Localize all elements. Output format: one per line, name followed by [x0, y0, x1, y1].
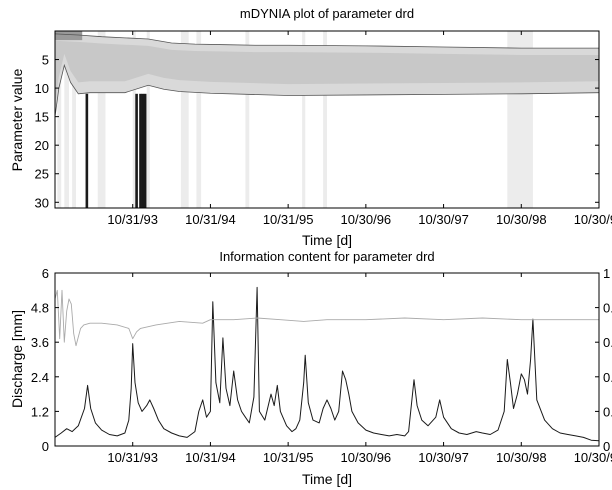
- line-frame: [54, 272, 600, 447]
- heatmap-frame: [54, 30, 600, 209]
- heatmap-x-tick-label: 10/30/99: [574, 212, 612, 227]
- heatmap-grey-stripe: [196, 31, 202, 208]
- heatmap-y-ticks: 5 10 15 20 25 30: [35, 53, 599, 210]
- heatmap-grey-stripe: [132, 31, 136, 208]
- heatmap-band-core: [55, 40, 599, 106]
- line-x-ticks: 10/31/93 10/31/94 10/31/95 10/30/96 10/30/97…: [107, 273, 612, 465]
- heatmap-y-tick-label: 20: [35, 138, 49, 153]
- line-x-tick-label: 10/30/98: [496, 450, 547, 465]
- heatmap-y-tick-label: 30: [35, 195, 49, 210]
- heatmap-x-tick-label: 10/30/98: [496, 212, 547, 227]
- heatmap-grey-stripe: [72, 31, 76, 208]
- discharge-series-line: [54, 286, 600, 442]
- line-y-left-tick-label: 2.4: [31, 370, 49, 385]
- line-y-left-tick-label: 4.8: [31, 301, 49, 316]
- line-x-tick-label: 10/31/93: [107, 450, 158, 465]
- heatmap-grey-stripe: [64, 31, 69, 208]
- line-y-left-tick-label: 3.6: [31, 335, 49, 350]
- heatmap-title: mDYNIA plot of parameter drd: [240, 6, 414, 21]
- heatmap-y-tick-label: 15: [35, 110, 49, 125]
- heatmap-x-label: Time [d]: [302, 232, 352, 248]
- heatmap-x-tick-label: 10/31/94: [185, 212, 236, 227]
- heatmap-dark-stripe: [135, 93, 138, 208]
- line-x-tick-label: 10/30/96: [341, 450, 392, 465]
- line-x-tick-label: 10/30/97: [418, 450, 469, 465]
- heatmap-grey-stripe: [97, 31, 106, 208]
- heatmap-y-tick-label: 10: [35, 81, 49, 96]
- line-plot-area: [54, 286, 600, 442]
- line-y-right-tick-label: 0.6: [603, 335, 612, 350]
- heatmap-x-tick-label: 10/31/93: [107, 212, 158, 227]
- heatmap-grey-stripe: [180, 31, 189, 208]
- line-x-label: Time [d]: [302, 471, 352, 487]
- information-series-line: [54, 289, 599, 347]
- heatmap-dark-stripe: [143, 93, 147, 208]
- heatmap-grey-stripe: [146, 31, 150, 208]
- line-y-label: Discharge [mm]: [9, 310, 25, 408]
- heatmap-dark-stripe: [139, 93, 142, 208]
- heatmap-x-tick-label: 10/31/95: [263, 212, 314, 227]
- heatmap-start-block: [55, 31, 83, 41]
- heatmap-x-tick-label: 10/30/97: [418, 212, 469, 227]
- heatmap-y-tick-label: 5: [42, 53, 49, 68]
- heatmap-y-label: Parameter value: [9, 68, 25, 171]
- line-y-ticks-right: 0 0.2 0.4 0.6 0.8 1: [595, 266, 612, 454]
- line-y-right-tick-label: 1: [603, 266, 610, 281]
- heatmap-grey-stripe: [302, 31, 306, 208]
- line-y-right-tick-label: 0.2: [603, 404, 612, 419]
- heatmap-grey-stripe: [245, 31, 250, 208]
- line-panel: Information content for parameter drd 10…: [9, 249, 612, 487]
- heatmap-plot-area: [54, 31, 600, 208]
- heatmap-panel: mDYNIA plot of parameter drd 10/31/93 10/…: [9, 6, 612, 248]
- line-x-tick-label: 10/31/94: [185, 450, 236, 465]
- heatmap-dark-stripe: [85, 93, 89, 208]
- heatmap-grey-stripe: [323, 31, 327, 208]
- heatmap-x-ticks: 10/31/93 10/31/94 10/31/95 10/30/96 10/30/97…: [107, 31, 612, 227]
- line-y-right-tick-label: 0.8: [603, 301, 612, 316]
- line-y-right-tick-label: 0: [603, 439, 610, 454]
- heatmap-lower-bound: [54, 63, 600, 117]
- line-title: Information content for parameter drd: [219, 249, 434, 264]
- heatmap-dark-stripe: [141, 93, 145, 208]
- heatmap-y-tick-label: 25: [35, 167, 49, 182]
- line-x-tick-label: 10/30/99: [574, 450, 612, 465]
- heatmap-grey-stripe: [57, 31, 62, 208]
- line-y-left-tick-label: 0: [42, 439, 49, 454]
- line-y-left-tick-label: 1.2: [31, 404, 49, 419]
- line-y-left-tick-label: 6: [42, 266, 49, 281]
- heatmap-x-tick-label: 10/30/96: [341, 212, 392, 227]
- line-y-ticks-left: 0 1.2 2.4 3.6 4.8 6: [31, 266, 59, 454]
- line-y-right-tick-label: 0.4: [603, 370, 612, 385]
- heatmap-upper-bound: [54, 33, 599, 49]
- line-x-tick-label: 10/31/95: [263, 450, 314, 465]
